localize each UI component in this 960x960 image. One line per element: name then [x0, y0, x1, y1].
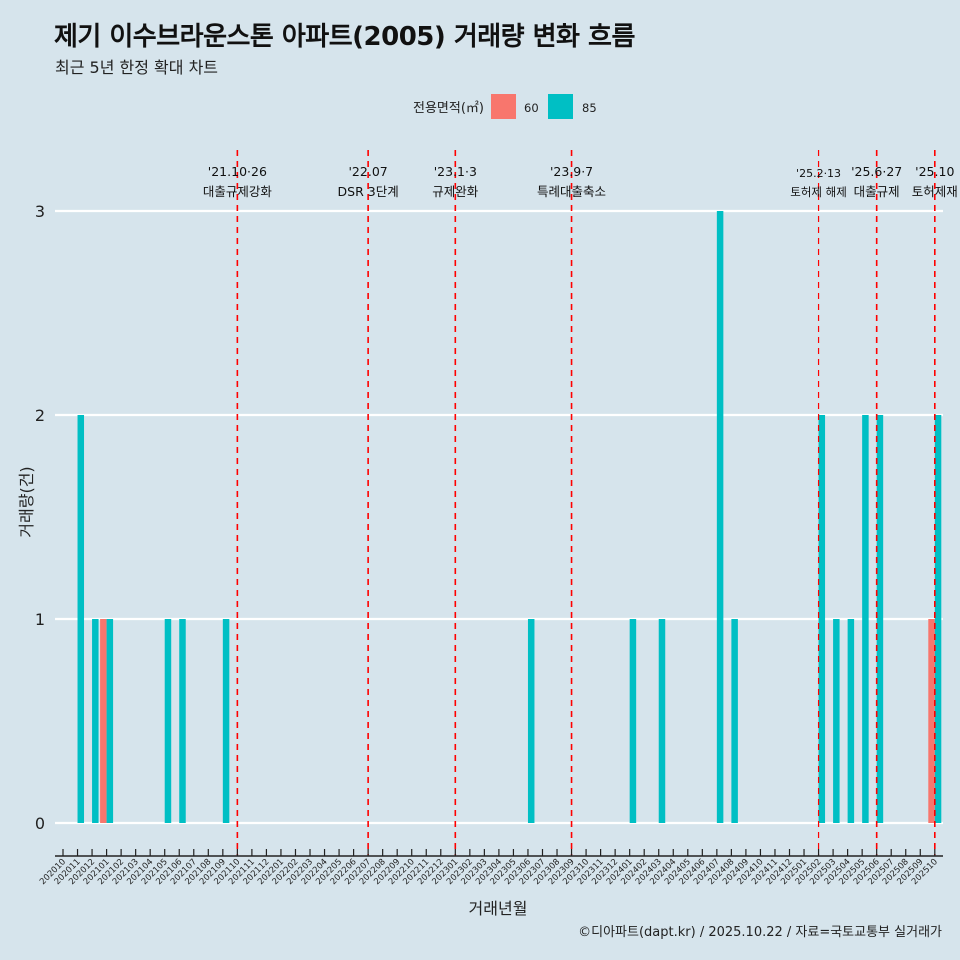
bar-85-202502	[818, 415, 826, 823]
event-label: DSR 3단계	[338, 184, 399, 199]
chart-title: 제기 이수브라운스톤 아파트(2005) 거래량 변화 흐름	[54, 22, 635, 52]
bar-85-202408	[731, 619, 738, 823]
event-date: '22.07	[349, 164, 388, 179]
source-caption: ©디아파트(dapt.kr) / 2025.10.22 / 자료=국토교통부 실…	[578, 925, 942, 940]
bar-85-202109	[222, 619, 230, 823]
chart-subtitle: 최근 5년 한정 확대 차트	[55, 58, 219, 77]
y-tick-label: 0	[35, 814, 45, 833]
bar-85-202503	[833, 619, 840, 823]
event-label: 대출규제강화	[203, 184, 273, 199]
bar-85-202306	[527, 619, 535, 823]
bar-85-202510	[934, 415, 942, 823]
event-label: 대출규제	[854, 184, 900, 199]
bar-85-202105	[164, 619, 172, 823]
bar-85-202012	[92, 619, 99, 823]
bar-60-202101	[100, 619, 107, 823]
bar-85-202106	[179, 619, 186, 823]
legend-label-60: 60	[524, 101, 539, 115]
legend-swatch-60	[491, 94, 516, 119]
y-axis-title: 거래량(건)	[17, 466, 36, 537]
bar-85-202101	[106, 619, 114, 823]
bar-85-202407	[716, 211, 724, 823]
legend-swatch-85	[548, 94, 573, 119]
event-label: 토허제 해제	[790, 185, 847, 199]
event-label: 규제완화	[432, 184, 479, 199]
legend-label-85: 85	[582, 101, 597, 115]
event-date: '25.2·13	[796, 167, 841, 180]
y-tick-label: 1	[35, 610, 45, 629]
y-tick-label: 3	[35, 202, 45, 221]
bar-60-202510	[928, 619, 935, 823]
event-date: '23.9·7	[550, 164, 593, 179]
y-tick-label: 2	[35, 406, 45, 425]
event-label: 토허제재	[912, 184, 958, 199]
bar-85-202011	[77, 415, 85, 823]
event-label: 특례대출축소	[537, 184, 606, 199]
event-date: '25.10	[915, 164, 954, 179]
x-axis-title: 거래년월	[469, 899, 528, 918]
bar-85-202504	[847, 619, 855, 823]
bar-85-202506	[876, 415, 884, 823]
bar-85-202401	[629, 619, 637, 823]
event-date: '21.10·26	[208, 164, 267, 179]
event-date: '25.6·27	[851, 164, 902, 179]
bar-85-202403	[658, 619, 666, 823]
bar-85-202505	[862, 415, 869, 823]
event-date: '23.1·3	[434, 164, 477, 179]
legend-title: 전용면적(㎡)	[413, 101, 484, 116]
